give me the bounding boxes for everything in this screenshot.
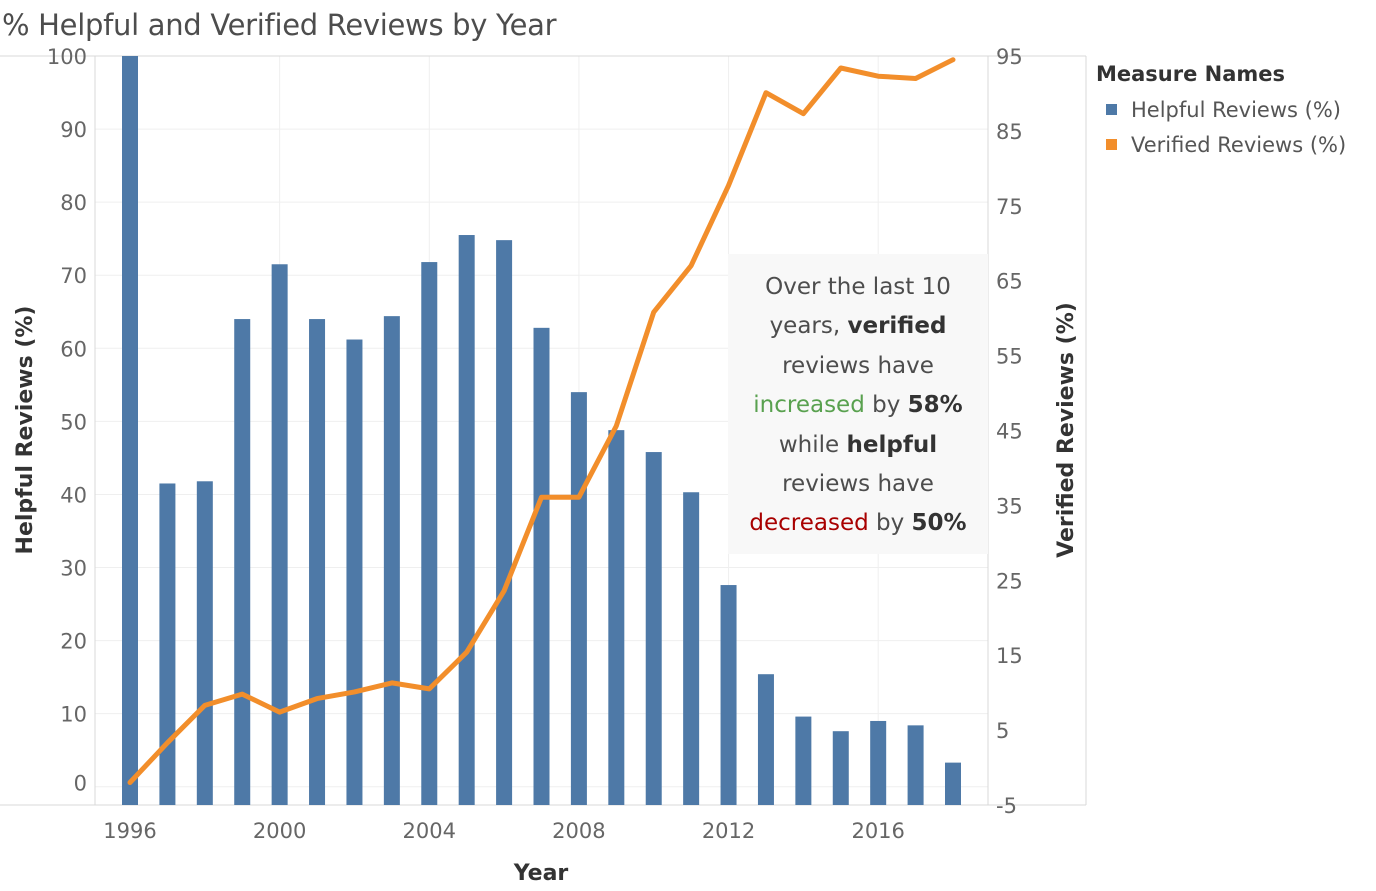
bar-helpful-2015 [832,731,849,805]
bar-helpful-2012 [720,585,737,805]
y-tick-label: 80 [60,191,87,215]
y2-tick-label: 15 [996,644,1023,668]
legend-item-helpful[interactable]: Helpful Reviews (%) [1096,92,1346,127]
bar-helpful-2014 [795,716,812,805]
legend-title: Measure Names [1096,62,1286,86]
line-verified [127,57,956,785]
chart-title: % Helpful and Verified Reviews by Year [2,8,557,42]
bar-helpful-2006 [496,240,513,805]
y2-tick-label: 25 [996,569,1023,593]
y-tick-label: 100 [47,45,87,69]
x-tick-label: 2008 [552,819,605,843]
bar-helpful-2010 [645,452,662,805]
y-tick-label: 60 [60,337,87,361]
y2-tick-label: 65 [996,270,1023,294]
y-tick-label: 0 [74,772,87,796]
y-tick-label: 90 [60,118,87,142]
y2-tick-label: 95 [996,45,1023,69]
y2-tick-label: 75 [996,195,1023,219]
tick-layer: 0 10 20 30 40 50 60 70 80 90 100 -5 5 15 25 35 45 55 65 75 8… [47,45,1023,843]
annotation-line-2: years, verified [769,313,947,340]
x-axis-title: Year [513,861,569,886]
y-axis-title: Helpful Reviews (%) [13,306,38,555]
legend-swatch-helpful [1106,104,1117,115]
x-tick-label: 2000 [253,819,306,843]
bar-helpful-2005 [458,235,475,805]
bar-helpful-2009 [608,430,625,805]
y-tick-label: 30 [60,557,87,581]
annotation-line-4: increased by 58% [753,392,963,419]
y-tick-label: 20 [60,630,87,654]
y-tick-label: 40 [60,483,87,507]
annotation-box: Over the last 10 years, verified reviews… [728,254,988,554]
legend-item-verified[interactable]: Verified Reviews (%) [1096,127,1346,162]
y2-tick-label: 55 [996,345,1023,369]
bar-helpful-2007 [533,327,550,805]
y-tick-label: 10 [60,703,87,727]
y2-tick-label: 35 [996,494,1023,518]
bar-helpful-2001 [309,319,326,805]
bar-helpful-1999 [234,319,251,805]
legend-label-verified: Verified Reviews (%) [1131,132,1347,157]
x-tick-label: 2004 [403,819,456,843]
bar-helpful-1997 [159,483,176,805]
legend-swatch-verified [1106,139,1117,150]
annotation-line-1: Over the last 10 [765,274,951,300]
bar-helpful-1996 [122,56,138,805]
bar-helpful-1998 [196,481,213,805]
annotation-line-3: reviews have [782,352,934,379]
x-tick-label: 2016 [851,819,904,843]
annotation-line-5: while helpful [778,431,938,458]
y2-tick-label: -5 [996,794,1017,818]
x-tick-label: 2012 [702,819,755,843]
annotation-line-6: reviews have [782,471,934,498]
legend: Measure Names Helpful Reviews (%) Verifi… [1096,62,1346,162]
y-tick-label: 70 [60,264,87,288]
bar-helpful-2016 [870,720,887,805]
y-tick-label: 50 [60,410,87,434]
y2-tick-label: 85 [996,120,1023,144]
y2-tick-label: 5 [996,719,1009,743]
x-tick-label: 1996 [103,819,156,843]
bar-helpful-2013 [757,674,774,805]
bar-helpful-2017 [907,725,924,805]
bar-helpful-2008 [570,392,587,805]
y2-axis-title: Verified Reviews (%) [1054,302,1079,558]
bar-helpful-2000 [271,264,288,805]
bar-helpful-2018 [945,762,961,805]
bar-helpful-2003 [383,316,400,805]
annotation-line-7: decreased by 50% [749,510,967,537]
bar-helpful-2011 [683,492,700,805]
bar-helpful-2002 [346,339,363,805]
bar-helpful-2004 [421,262,438,805]
line-layer [127,57,956,785]
y2-tick-label: 45 [996,420,1023,444]
legend-label-helpful: Helpful Reviews (%) [1131,97,1341,122]
